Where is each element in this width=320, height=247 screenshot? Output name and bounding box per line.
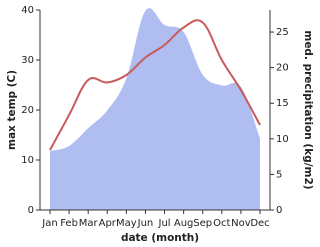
plot-layer — [49, 8, 261, 210]
y-tick-label: 40 — [21, 5, 34, 16]
x-axis-label: date (month) — [121, 232, 199, 244]
x-tick-label: May — [116, 218, 137, 229]
x-tick-label: Jan — [41, 218, 57, 229]
x-tick-label: Mar — [79, 218, 99, 229]
y2-tick-label: 15 — [276, 98, 289, 109]
y-tick-label: 20 — [21, 105, 34, 116]
y-axis-label: max temp (C) — [6, 70, 18, 150]
y2-tick-label: 20 — [276, 63, 289, 74]
y2-tick-label: 5 — [276, 169, 282, 180]
x-tick-label: Feb — [60, 218, 78, 229]
y2-tick-label: 25 — [276, 27, 289, 38]
x-tick-label: Dec — [250, 218, 269, 229]
x-tick-label: Nov — [231, 218, 251, 229]
y2-axis-label: med. precipitation (kg/m2) — [302, 30, 314, 189]
x-tick-label: Aug — [174, 218, 194, 229]
y-tick-label: 0 — [28, 205, 34, 216]
x-tick-label: Jul — [158, 218, 171, 229]
area — [50, 8, 260, 210]
y-tick-label: 10 — [21, 155, 34, 166]
x-tick-label: Sep — [193, 218, 212, 229]
y-tick-label: 30 — [21, 55, 34, 66]
x-tick-label: Jun — [137, 218, 154, 229]
line — [49, 19, 261, 151]
y2-tick-label: 0 — [276, 205, 282, 216]
x-tick-label: Apr — [99, 218, 117, 229]
y2-tick-label: 10 — [276, 134, 289, 145]
x-tick-label: Oct — [213, 218, 230, 229]
